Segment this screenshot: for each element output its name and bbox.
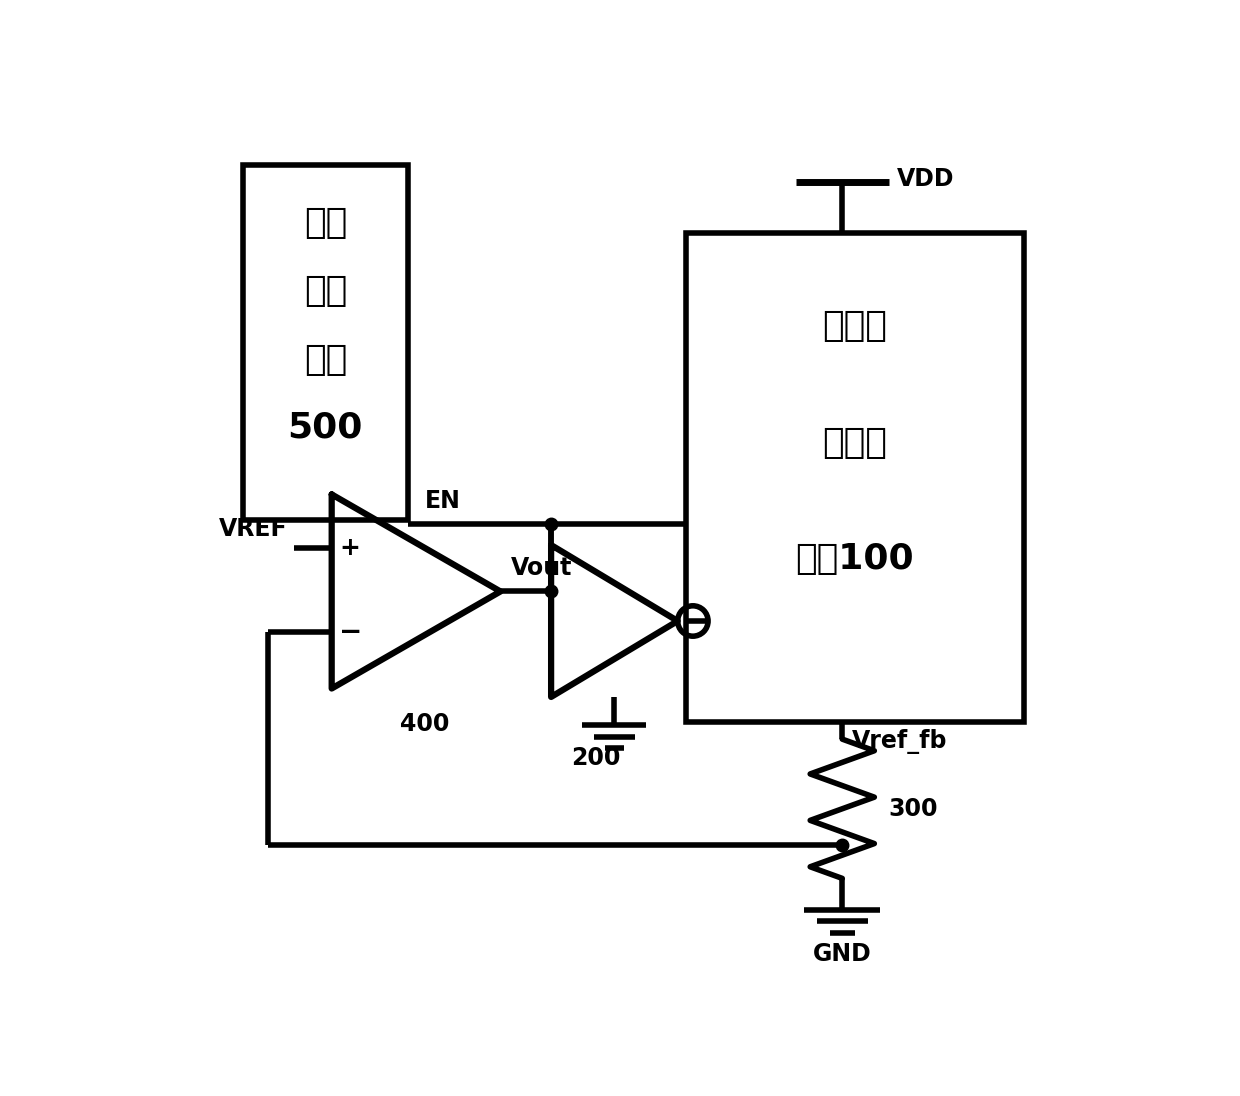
Text: 单元: 单元 (304, 343, 347, 377)
Text: GND: GND (813, 943, 872, 967)
Text: 200: 200 (570, 745, 620, 769)
Text: +: + (340, 536, 361, 560)
Text: 单元100: 单元100 (796, 543, 914, 576)
Text: −: − (339, 618, 362, 647)
Text: 发生: 发生 (304, 274, 347, 308)
Text: 500: 500 (288, 411, 363, 445)
Text: EN: EN (424, 489, 460, 513)
Text: 400: 400 (399, 712, 449, 735)
Text: 信号: 信号 (304, 206, 347, 240)
Text: 电机驱: 电机驱 (822, 309, 888, 343)
Bar (686, 232, 1024, 722)
Text: 动控制: 动控制 (822, 425, 888, 459)
Text: VREF: VREF (219, 517, 288, 541)
Text: VDD: VDD (897, 167, 955, 191)
Bar (243, 165, 408, 520)
Text: Vref_fb: Vref_fb (852, 729, 947, 754)
Text: 300: 300 (889, 797, 939, 821)
Text: Vout: Vout (511, 557, 572, 581)
